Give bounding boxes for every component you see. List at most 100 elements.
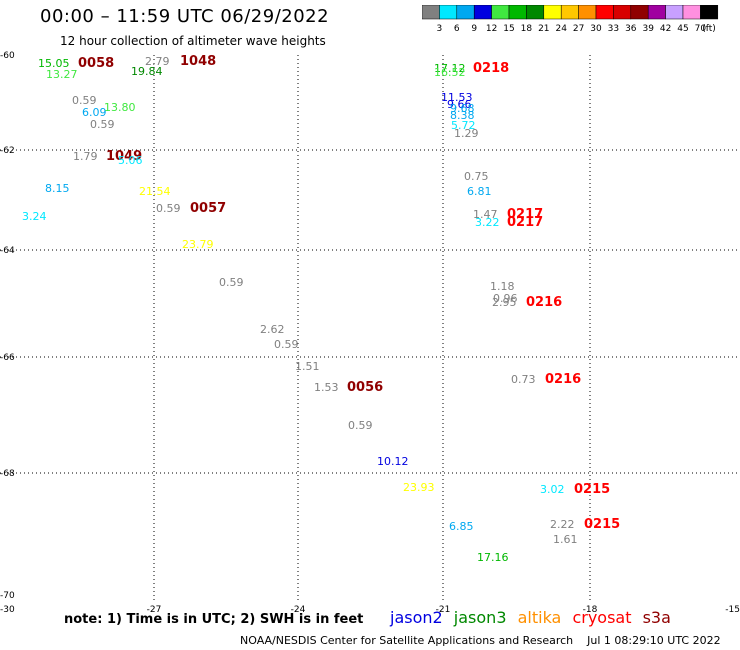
colorbar-swatch — [700, 5, 719, 20]
wave-height-label: 1.29 — [454, 127, 479, 140]
colorbar-label: 24 — [555, 24, 567, 33]
wave-height-label: 0.59 — [90, 118, 115, 131]
credit-line: NOAA/NESDIS Center for Satellite Applica… — [240, 634, 721, 647]
colorbar-label: 18 — [521, 24, 533, 33]
wave-height-label: 5.72 — [451, 119, 476, 132]
longitude-tick-label: -30 — [0, 605, 15, 615]
longitude-tick-label: -15 — [725, 605, 740, 615]
satellite-legend: jason2 jason3 altika cryosat s3a — [390, 608, 677, 627]
latitude-tick-label: -60 — [0, 51, 15, 61]
wave-height-label: 2.22 — [550, 518, 575, 531]
longitude-tick-label: -18 — [583, 605, 598, 615]
wave-height-label: 11.53 — [441, 91, 473, 104]
wave-height-label: 2.95 — [492, 296, 517, 309]
latitude-tick-label: -62 — [0, 146, 15, 156]
colorbar-label: 33 — [608, 24, 619, 33]
wave-height-colorbar: 3 6 9 12 15 18 21 24 27 30 33 36 39 42 45 70(ft) — [422, 5, 719, 33]
legend-jason3: jason3 — [453, 608, 507, 627]
colorbar-label: 36 — [625, 24, 637, 33]
legend-s3a: s3a — [642, 608, 671, 627]
generated-timestamp: Jul 1 08:29:10 UTC 2022 — [587, 634, 721, 647]
footer-note: note: 1) Time is in UTC; 2) SWH is in fe… — [64, 612, 364, 627]
wave-height-label: 13.27 — [46, 68, 78, 81]
colorbar-label: 42 — [660, 24, 671, 33]
wave-height-label: 6.09 — [82, 106, 107, 119]
pass-time-label: 0216 — [545, 372, 581, 387]
wave-height-label: 1.18 — [490, 280, 515, 293]
wave-height-label: 23.79 — [182, 238, 214, 251]
wave-height-label: 2.79 — [145, 55, 170, 68]
wave-height-label: 3.02 — [540, 483, 565, 496]
wave-height-label: 16.52 — [434, 66, 466, 79]
wave-height-label: 8.15 — [45, 182, 70, 195]
wave-height-label: 3.24 — [22, 210, 47, 223]
wave-height-label: 3.22 — [475, 216, 500, 229]
map-title: 00:00 – 11:59 UTC 06/29/2022 — [40, 6, 330, 27]
pass-time-label: 1049 — [106, 149, 142, 164]
wave-height-label: 1.51 — [295, 360, 320, 373]
wave-height-label: 5.06 — [118, 154, 143, 167]
legend-altika: altika — [517, 608, 562, 627]
wave-height-label: 10.12 — [377, 455, 409, 468]
legend-jason2: jason2 — [390, 608, 443, 627]
wave-height-label: 0.59 — [72, 94, 97, 107]
colorbar-unit: (ft) — [702, 24, 716, 33]
colorbar-label: 27 — [573, 24, 584, 33]
wave-height-label: 0.73 — [511, 373, 536, 386]
wave-height-label: 17.16 — [477, 551, 509, 564]
legend-cryosat: cryosat — [572, 608, 632, 627]
pass-time-label: 0217 — [507, 215, 543, 230]
colorbar-label: 9 — [471, 24, 477, 33]
pass-time-label: 0058 — [78, 56, 114, 71]
pass-time-label: 0215 — [574, 482, 610, 497]
pass-time-label: 0216 — [526, 295, 562, 310]
latitude-tick-label: -66 — [0, 353, 15, 363]
wave-height-label: 13.80 — [104, 101, 136, 114]
wave-height-label: 15.05 — [38, 57, 70, 70]
colorbar-label: 30 — [590, 24, 602, 33]
wave-height-label: 0.59 — [348, 419, 373, 432]
wave-height-label: 23.93 — [403, 481, 435, 494]
colorbar-label: 12 — [486, 24, 497, 33]
pass-time-label: 0215 — [584, 517, 620, 532]
latitude-tick-label: -68 — [0, 469, 15, 479]
colorbar-label: 21 — [538, 24, 549, 33]
wave-height-label: 1.79 — [73, 150, 98, 163]
wave-height-label: 1.47 — [473, 208, 498, 221]
wave-height-label: 8.38 — [450, 109, 475, 122]
pass-time-label: 0217 — [507, 207, 543, 222]
wave-height-label: 6.85 — [449, 520, 474, 533]
pass-time-label: 0218 — [473, 61, 509, 76]
wave-height-label: 19.84 — [131, 65, 163, 78]
wave-height-label: 1.61 — [553, 533, 578, 546]
colorbar-label: 3 — [437, 24, 443, 33]
wave-height-label: 6.81 — [467, 185, 492, 198]
colorbar-label: 70 — [695, 24, 707, 33]
longitude-tick-label: -27 — [147, 605, 162, 615]
pass-time-label: 0056 — [347, 380, 383, 395]
wave-height-label: 0.59 — [274, 338, 299, 351]
wave-height-label: 1.53 — [314, 381, 339, 394]
pass-time-label: 0057 — [190, 201, 226, 216]
colorbar-label: 45 — [677, 24, 688, 33]
longitude-tick-label: -24 — [291, 605, 306, 615]
wave-height-label: 2.62 — [260, 323, 285, 336]
wave-height-label: 21.54 — [139, 185, 171, 198]
wave-height-label: 0.96 — [493, 292, 518, 305]
wave-height-label: 0.59 — [219, 276, 244, 289]
pass-time-label: 1048 — [180, 54, 216, 69]
latitude-tick-label: -64 — [0, 246, 15, 256]
colorbar-label: 6 — [454, 24, 460, 33]
latitude-tick-label: -70 — [0, 591, 15, 601]
wave-height-label: 9.68 — [450, 102, 475, 115]
wave-height-label: 0.75 — [464, 170, 489, 183]
credit-text: NOAA/NESDIS Center for Satellite Applica… — [240, 634, 574, 647]
wave-height-label: 0.59 — [156, 202, 181, 215]
colorbar-label: 39 — [642, 24, 654, 33]
map-subtitle: 12 hour collection of altimeter wave hei… — [60, 34, 326, 48]
colorbar-label: 15 — [503, 24, 514, 33]
longitude-tick-label: -21 — [436, 605, 451, 615]
wave-height-label: 9.66 — [447, 98, 472, 111]
wave-height-label: 17.12 — [434, 62, 466, 75]
